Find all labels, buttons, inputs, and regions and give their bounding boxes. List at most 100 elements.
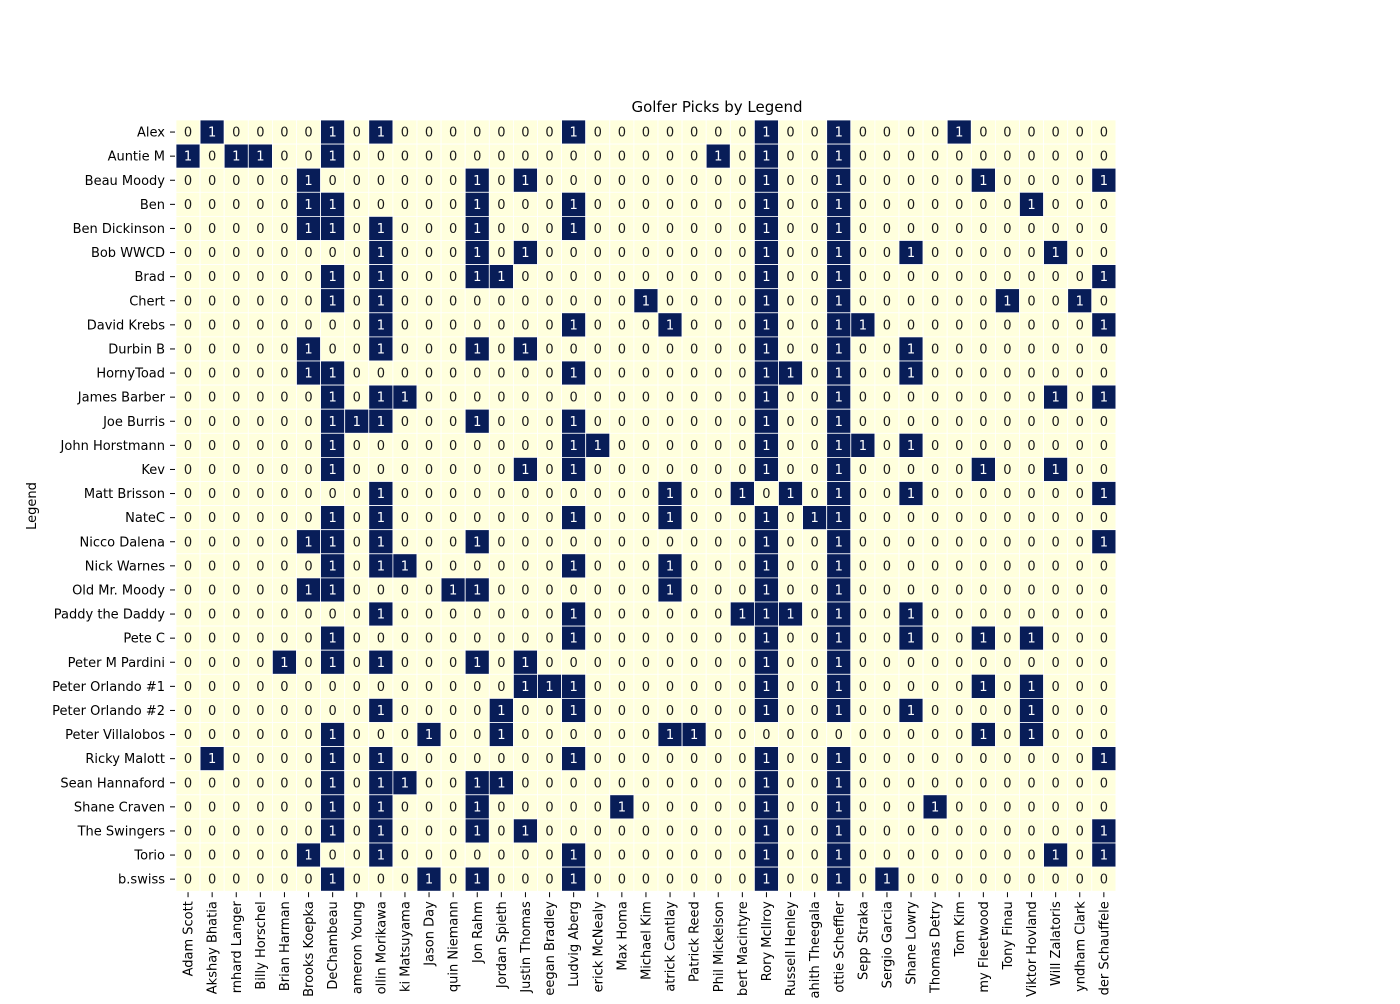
heatmap-cell-value: 0 [1076,342,1084,357]
heatmap-cell-value: 0 [570,391,578,406]
heatmap-cell-value: 1 [979,632,987,647]
heatmap-cell-value: 0 [401,150,409,165]
heatmap-cell-value: 0 [931,873,939,888]
heatmap-cell-value: 1 [473,535,481,550]
heatmap-cell-value: 0 [594,704,602,719]
heatmap-cell-value: 0 [473,150,481,165]
heatmap-cell-value: 0 [449,174,457,189]
heatmap-cell-value: 0 [1027,415,1035,430]
heatmap-cell-value: 0 [1100,583,1108,598]
x-tick-label: Billy Horschel [254,901,269,989]
heatmap-cell [513,240,538,266]
heatmap-cell [970,143,996,169]
heatmap-cell-value: 0 [304,873,312,888]
heatmap-cell-value: 1 [1100,849,1108,864]
heatmap-cell [681,240,707,266]
heatmap-cell-value: 0 [979,150,987,165]
heatmap-cell-value: 0 [232,849,240,864]
heatmap-cell [296,432,322,458]
heatmap-cell-value: 0 [1027,391,1035,406]
heatmap-cell-value: 1 [762,873,770,888]
x-tick-label: bert Macintyre [736,901,751,996]
heatmap-cell-value: 0 [1076,608,1084,623]
heatmap-cell-value: 0 [1052,608,1060,623]
heatmap-cell-value: 1 [425,873,433,888]
heatmap-cell-value: 0 [1076,583,1084,598]
heatmap-cell [223,360,249,386]
heatmap-cell-value: 1 [1100,487,1108,502]
heatmap-cell [320,143,346,169]
heatmap-cell-value: 0 [883,246,891,261]
heatmap-cell-value: 0 [883,198,891,213]
heatmap-cell-value: 0 [545,367,553,382]
heatmap-cell-value: 1 [377,487,385,502]
heatmap-cell-value: 0 [449,680,457,695]
heatmap-cell-value: 1 [497,704,505,719]
heatmap-cell [826,312,852,338]
heatmap-cell [344,143,370,169]
heatmap-cell-value: 0 [811,222,819,237]
heatmap-cell-value: 0 [570,294,578,309]
heatmap-cell [296,119,322,145]
heatmap-cell-value: 0 [931,391,939,406]
heatmap-cell-value: 0 [1052,824,1060,839]
heatmap-cell-value: 0 [401,608,409,623]
heatmap-cell-value: 0 [738,463,746,478]
heatmap-cell-value: 0 [401,270,409,285]
heatmap-cell [850,288,876,314]
heatmap-cell-value: 0 [449,704,457,719]
heatmap-cell-value: 0 [907,391,915,406]
heatmap-cell-value: 0 [738,873,746,888]
heatmap-cell-value: 1 [738,608,746,623]
heatmap-cell-value: 0 [521,439,529,454]
heatmap-cell-value: 0 [618,680,626,695]
heatmap-cell [826,456,852,482]
heatmap-cell-value: 0 [931,150,939,165]
heatmap-cell-value: 0 [521,367,529,382]
heatmap-cell-value: 0 [979,246,987,261]
heatmap-cell [754,360,779,386]
heatmap-cell-value: 0 [1100,511,1108,526]
x-tick-label: Adam Scott [182,901,197,976]
heatmap-cell-value: 1 [762,849,770,864]
heatmap-cell [368,191,394,217]
heatmap-cell-value: 0 [377,150,385,165]
heatmap-cell-value: 1 [521,656,529,671]
heatmap-cell-value: 0 [859,126,867,141]
heatmap-cell-value: 1 [1100,391,1108,406]
heatmap-cell-value: 0 [401,752,409,767]
heatmap-cell [946,360,972,386]
heatmap-cell-value: 0 [280,559,288,574]
heatmap-cell [1043,360,1069,386]
heatmap-cell-value: 0 [762,728,770,743]
heatmap-cell-value: 0 [811,463,819,478]
heatmap-cell-value: 1 [521,342,529,357]
heatmap-cell-value: 1 [401,559,409,574]
heatmap-cell-value: 1 [473,776,481,791]
heatmap-cell [1067,215,1093,241]
heatmap-cell-value: 0 [232,318,240,333]
heatmap-cell-value: 0 [594,150,602,165]
heatmap-cell [344,408,370,434]
heatmap-cell [681,264,707,290]
heatmap-cell-value: 0 [1003,511,1011,526]
heatmap-cell-value: 1 [570,511,578,526]
heatmap-cell-value: 0 [714,656,722,671]
heatmap-cell-value: 0 [208,535,216,550]
heatmap-cell-value: 0 [955,752,963,767]
heatmap-cell [778,456,804,482]
heatmap-cell-value: 0 [353,559,361,574]
heatmap-cell-value: 0 [618,318,626,333]
heatmap-cell [898,264,924,290]
heatmap-cell [898,215,924,241]
heatmap-cell-value: 0 [618,583,626,598]
heatmap-cell-value: 0 [184,752,192,767]
heatmap-cell-value: 0 [208,583,216,598]
heatmap-cell-value: 0 [425,824,433,839]
heatmap-cell-value: 0 [497,198,505,213]
heatmap-cell-value: 0 [642,535,650,550]
heatmap-cell [1067,143,1093,169]
heatmap-cell-value: 0 [1003,270,1011,285]
heatmap-cell-value: 0 [642,511,650,526]
heatmap-cell [368,143,394,169]
